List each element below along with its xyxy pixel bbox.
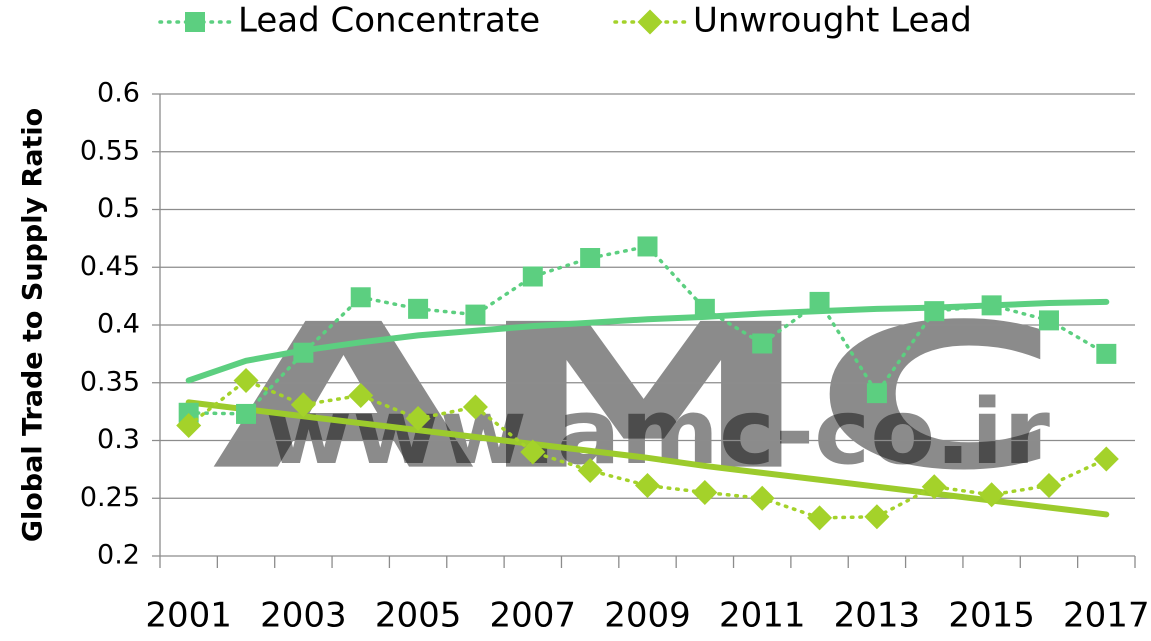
- marker: [522, 266, 543, 287]
- marker: [350, 287, 371, 308]
- y-axis-title: Global Trade to Supply Ratio: [18, 108, 49, 542]
- marker: [236, 403, 257, 424]
- marker: [979, 482, 1005, 508]
- legend-label: Unwrought Lead: [693, 1, 972, 41]
- marker: [749, 485, 775, 511]
- series-line: [186, 378, 1109, 520]
- x-tick-label: 2003: [260, 596, 347, 636]
- marker: [577, 458, 603, 484]
- marker: [293, 342, 314, 363]
- marker: [694, 298, 715, 319]
- y-tick-label: 0.4: [97, 309, 140, 340]
- x-tick-label: 2013: [834, 596, 921, 636]
- trend-line: [185, 399, 1110, 518]
- y-tick-label: 0.25: [80, 482, 140, 513]
- marker: [635, 473, 660, 499]
- marker: [924, 301, 945, 322]
- marker: [921, 474, 947, 500]
- marker: [408, 298, 429, 319]
- y-tick-label: 0.2: [97, 540, 140, 571]
- marker: [1093, 446, 1119, 472]
- marker: [176, 412, 202, 438]
- marker: [809, 291, 830, 312]
- marker: [981, 295, 1002, 316]
- x-tick-label: 2005: [375, 596, 462, 636]
- y-tick-label: 0.6: [97, 78, 140, 109]
- trend-line: [185, 298, 1110, 384]
- marker: [580, 248, 601, 269]
- x-tick-label: 2015: [948, 596, 1035, 636]
- marker: [807, 505, 833, 531]
- y-tick-label: 0.3: [97, 424, 140, 455]
- y-tick-label: 0.5: [97, 193, 140, 224]
- marker: [752, 333, 773, 354]
- marker: [290, 392, 316, 418]
- series-line: [186, 244, 1109, 416]
- y-tick-label: 0.35: [80, 366, 140, 397]
- y-tick-label: 0.55: [80, 135, 140, 166]
- marker: [637, 236, 658, 257]
- legend-marker: [185, 12, 205, 32]
- marker: [1096, 343, 1117, 364]
- marker: [864, 504, 890, 530]
- y-tick-label: 0.45: [80, 251, 140, 282]
- marker: [692, 479, 718, 505]
- legend-label: Lead Concentrate: [238, 1, 540, 41]
- watermark-url: www.amc-co.ir: [265, 380, 1051, 485]
- x-tick-label: 2001: [145, 596, 232, 636]
- marker: [866, 383, 887, 404]
- marker: [1038, 310, 1059, 331]
- marker: [465, 304, 486, 325]
- x-tick-label: 2017: [1063, 596, 1150, 636]
- marker: [178, 402, 199, 423]
- marker: [348, 382, 374, 408]
- marker: [233, 367, 259, 393]
- marker: [462, 394, 488, 420]
- x-tick-label: 2007: [490, 596, 577, 636]
- marker: [1036, 473, 1062, 499]
- legend-marker: [637, 9, 663, 35]
- marker: [520, 439, 546, 465]
- marker: [405, 406, 431, 432]
- x-tick-label: 2011: [719, 596, 806, 636]
- x-tick-label: 2009: [604, 596, 691, 636]
